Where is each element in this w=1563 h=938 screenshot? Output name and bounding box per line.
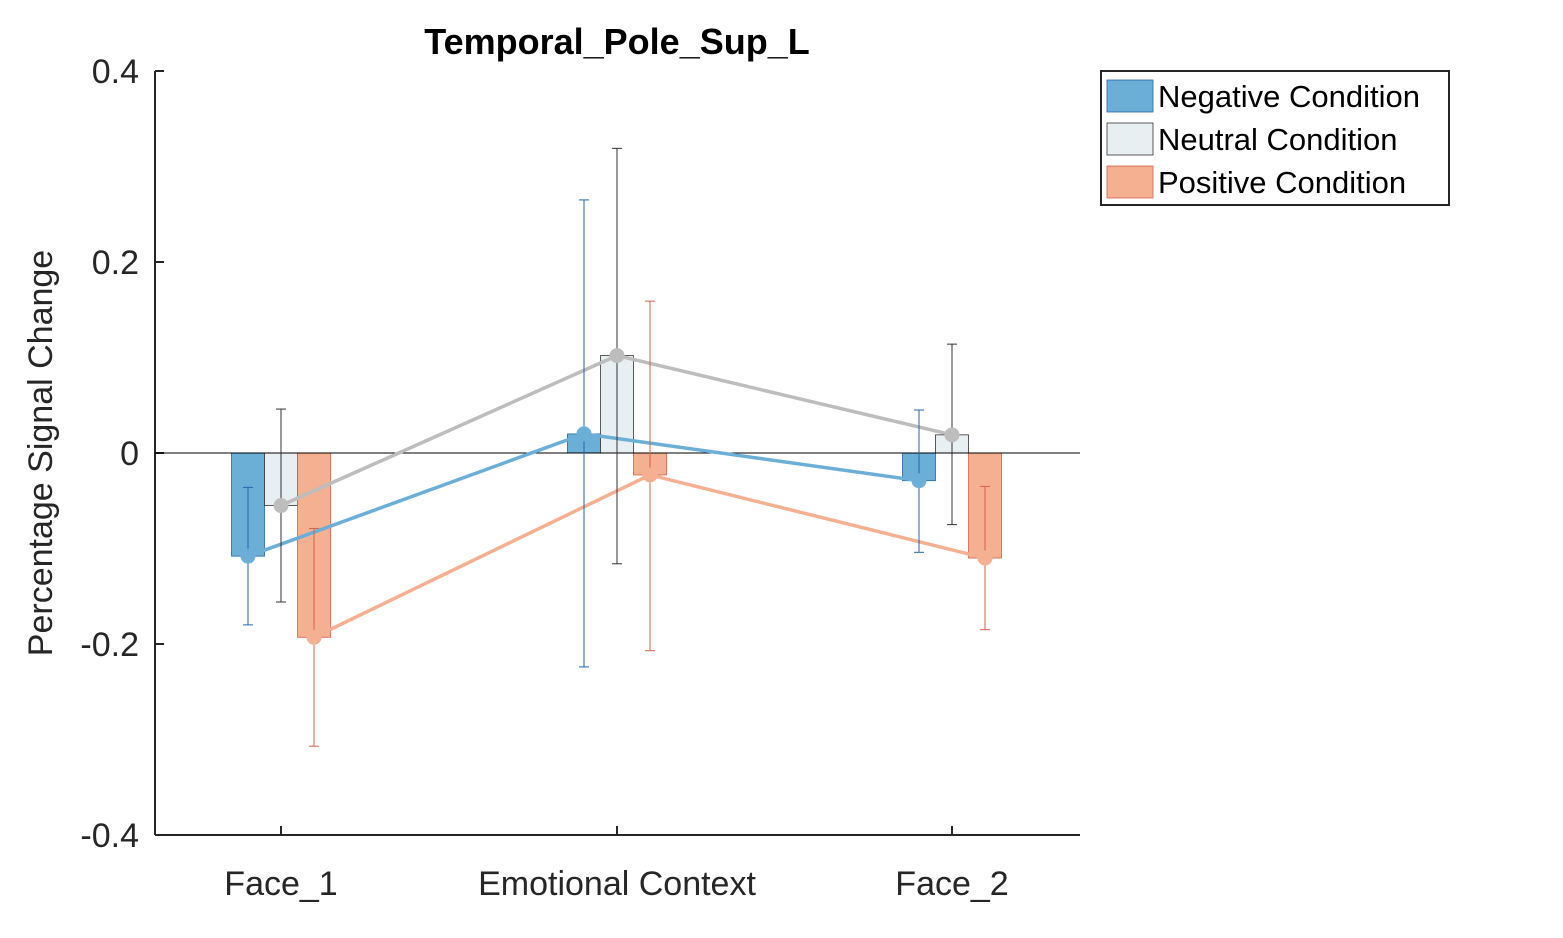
legend-label: Neutral Condition	[1158, 122, 1398, 157]
data-point	[944, 427, 960, 443]
legend-box	[1100, 70, 1450, 206]
y-tick-label: -0.4	[80, 817, 139, 855]
data-point	[306, 629, 322, 645]
chart-title: Temporal_Pole_Sup_L	[424, 21, 809, 62]
legend-label: Positive Condition	[1158, 165, 1406, 200]
data-point	[642, 467, 658, 483]
plot-area: -0.4 -0.2 0 0.2 0.4 Face_1 Emotional Context Fa…	[80, 53, 1080, 903]
y-tick-label: -0.2	[80, 626, 139, 664]
data-point	[576, 426, 592, 442]
legend-swatch	[1106, 122, 1154, 156]
x-tick-label: Face_2	[895, 865, 1008, 903]
data-point	[609, 348, 625, 364]
legend: Negative Condition Neutral Condition Posit…	[1100, 70, 1450, 206]
y-tick-label: 0	[120, 435, 139, 473]
legend-swatch	[1106, 165, 1154, 199]
y-tick-label: 0.4	[92, 53, 139, 91]
y-tick-label: 0.2	[92, 244, 139, 282]
x-tick-label: Emotional Context	[478, 865, 756, 903]
data-point	[977, 550, 993, 566]
data-point	[240, 548, 256, 564]
data-point	[273, 498, 289, 514]
legend-label: Negative Condition	[1158, 79, 1420, 114]
y-axis-label: Percentage Signal Change	[22, 250, 60, 656]
legend-swatch	[1106, 79, 1154, 113]
x-tick-label: Face_1	[224, 865, 337, 903]
data-point	[911, 473, 927, 489]
